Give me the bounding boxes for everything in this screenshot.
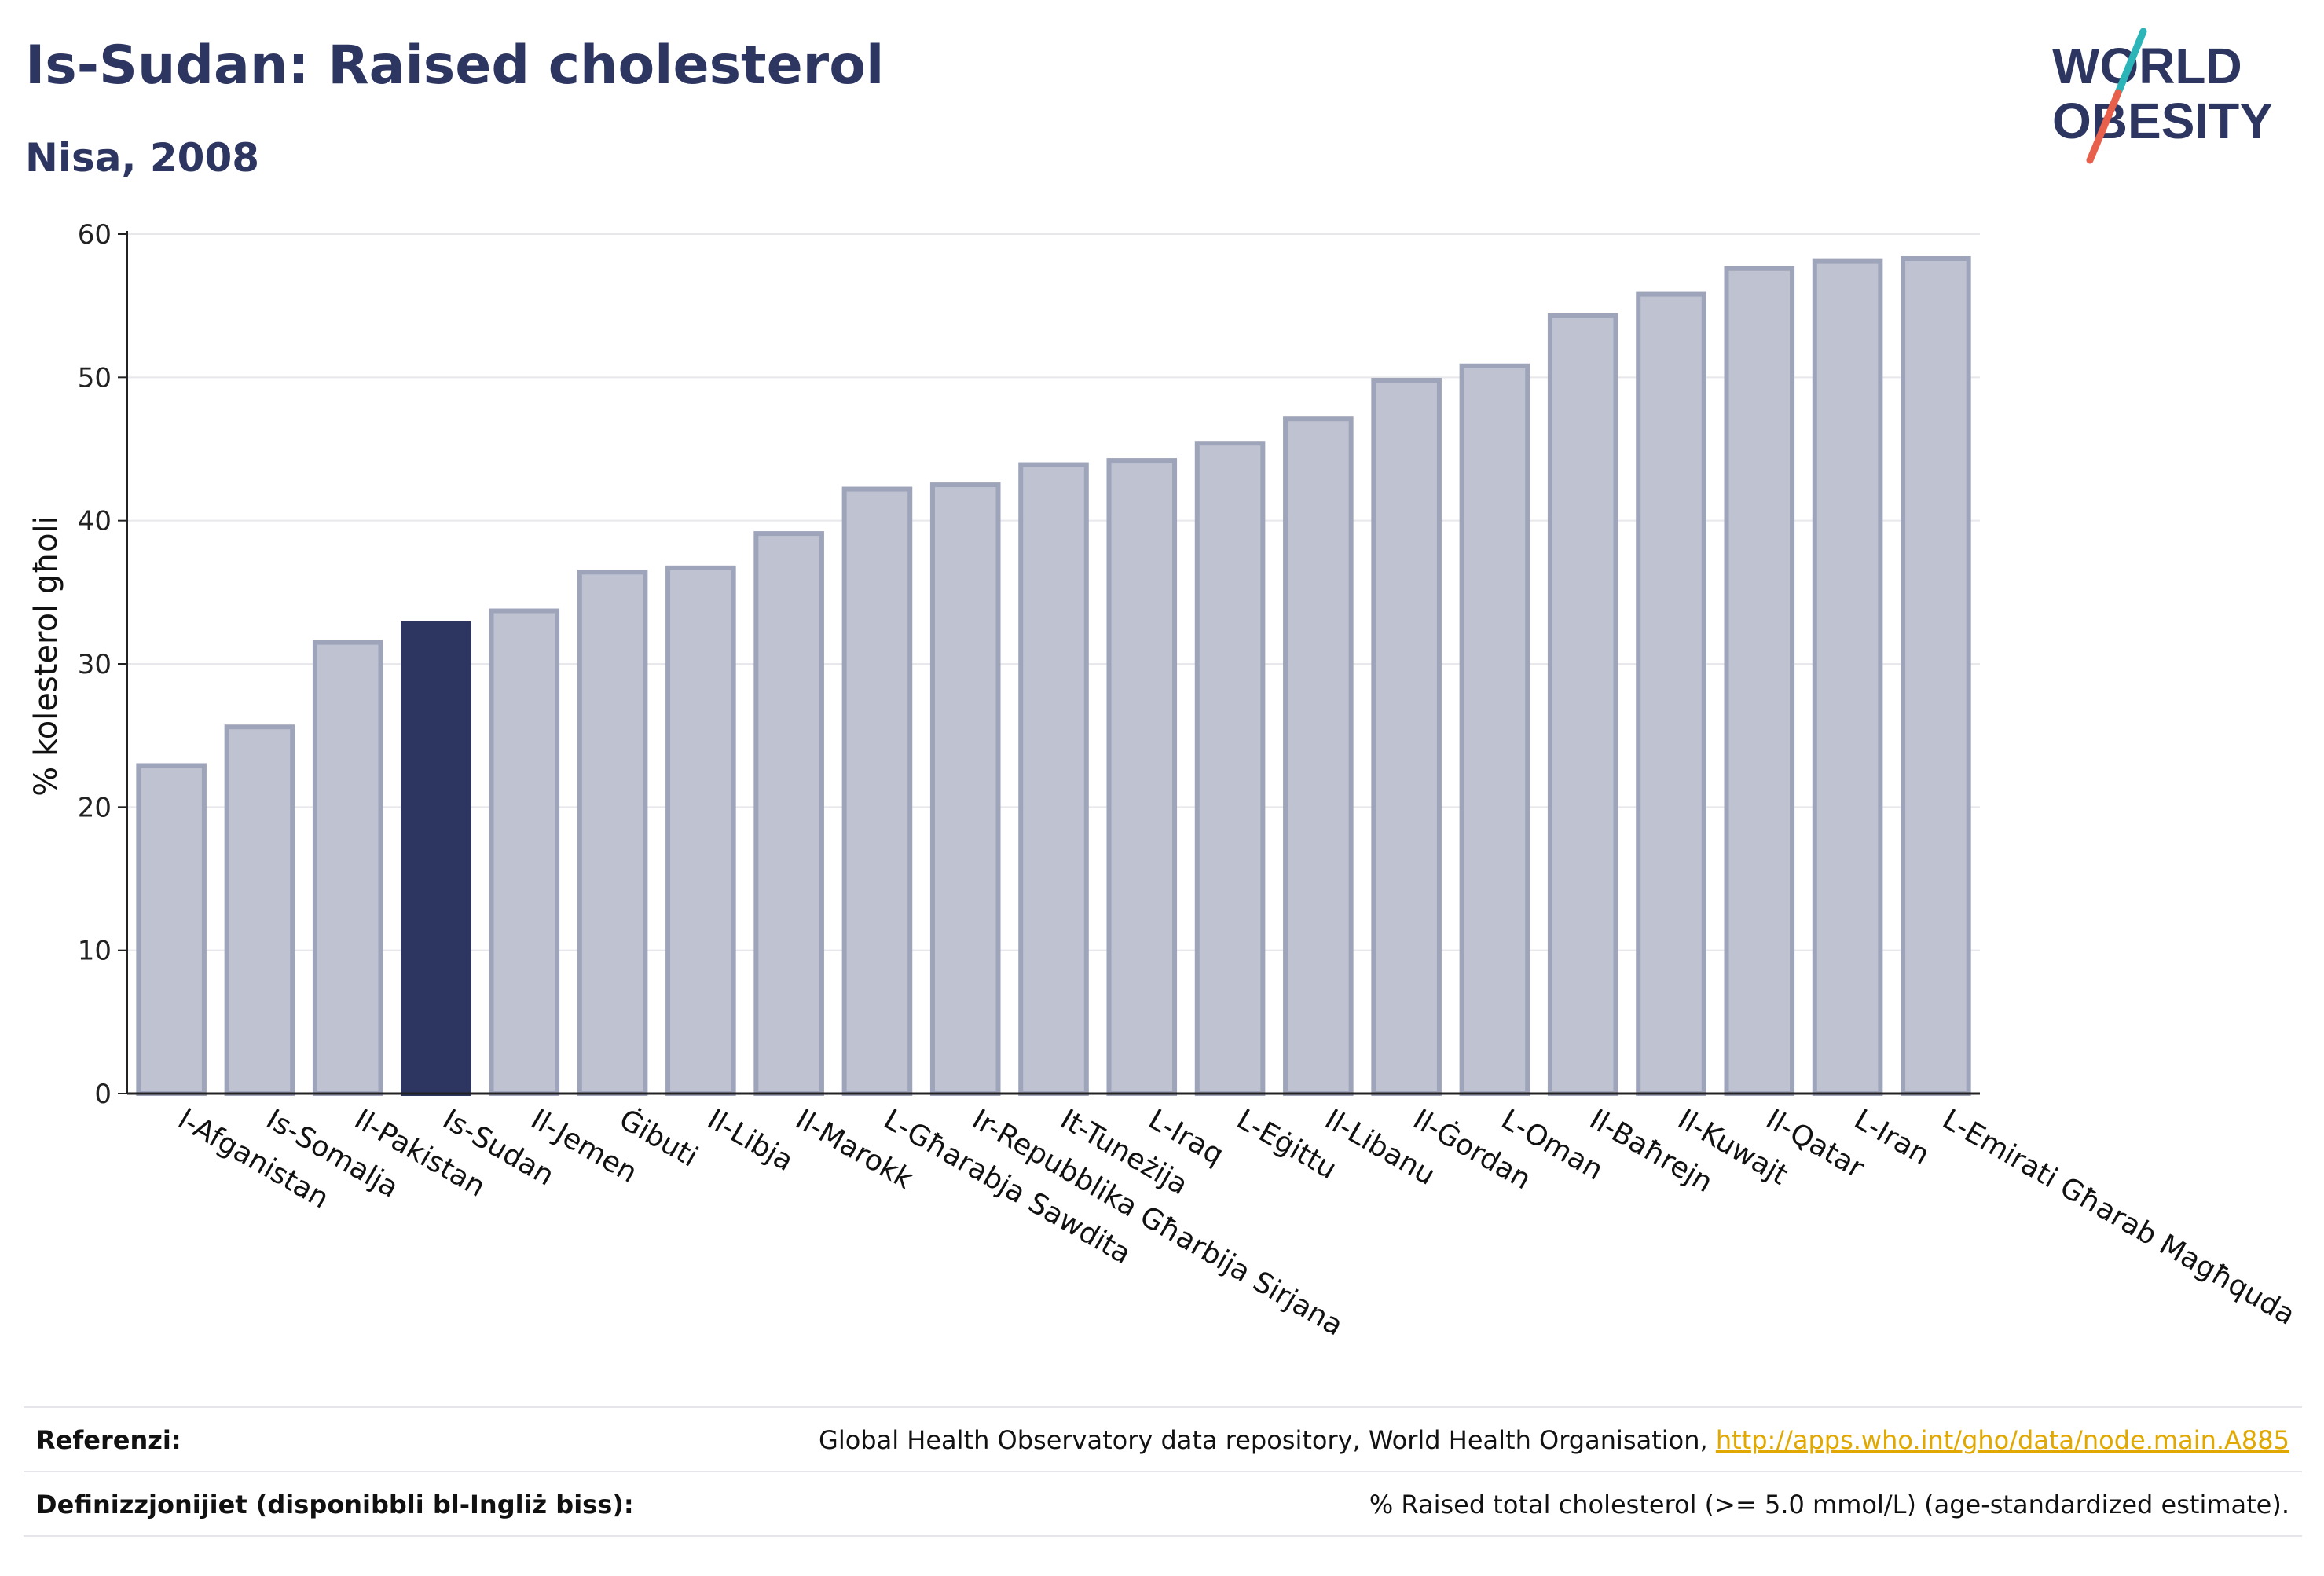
- x-tick-label: L-Eġittu: [1231, 1103, 1342, 1186]
- definitions-row: Definizzjonijiet (disponibbli bl-Ingliż …: [24, 1471, 2302, 1535]
- world-obesity-logo: WORLD OBESITY: [2052, 28, 2273, 164]
- y-tick-label: 50: [78, 362, 112, 394]
- references-link[interactable]: http://apps.who.int/gho/data/node.main.A…: [1715, 1425, 2289, 1455]
- bar: [577, 570, 648, 1096]
- references-text: Global Health Observatory data repositor…: [819, 1425, 1708, 1455]
- bar: [1018, 462, 1089, 1096]
- footer: Referenzi: Global Health Observatory dat…: [24, 1406, 2302, 1540]
- bar: [841, 486, 913, 1096]
- bars-layer: [136, 255, 1971, 1097]
- bar: [1547, 313, 1618, 1096]
- x-tick-label: Il-Libja: [702, 1103, 798, 1178]
- bar: [753, 531, 824, 1096]
- bar: [1194, 441, 1266, 1096]
- y-axis-label: % kolesterol għoli: [28, 515, 64, 797]
- chart-title: Is-Sudan: Raised cholesterol: [25, 35, 885, 97]
- bar: [136, 763, 207, 1096]
- bar-chart: 0102030405060l-AfganistanIs-SomaljaIl-Pa…: [28, 219, 2300, 1343]
- logo-line1: WORLD: [2052, 38, 2242, 94]
- references-value: Global Health Observatory data repositor…: [819, 1425, 2289, 1455]
- y-tick-label: 30: [78, 649, 112, 680]
- logo-slash-bottom: [2086, 89, 2122, 164]
- definitions-label: Definizzjonijiet (disponibbli bl-Ingliż …: [36, 1490, 634, 1519]
- bar: [1283, 416, 1354, 1096]
- bar: [929, 482, 1001, 1096]
- y-tick-label: 0: [94, 1079, 112, 1110]
- x-tick-label: L-Emirati Għarab Magħquda: [1937, 1103, 2300, 1332]
- y-tick-label: 20: [78, 792, 112, 823]
- chart-subtitle: Nisa, 2008: [25, 135, 260, 181]
- bar: [665, 565, 736, 1096]
- logo-slash-top: [2114, 28, 2147, 97]
- bar: [1901, 255, 1971, 1096]
- bar-highlighted: [401, 621, 471, 1096]
- y-tick-label: 10: [78, 936, 112, 967]
- bar: [1724, 266, 1795, 1096]
- bar: [1812, 258, 1883, 1097]
- references-label: Referenzi:: [36, 1425, 181, 1455]
- references-row: Referenzi: Global Health Observatory dat…: [24, 1406, 2302, 1471]
- bar: [1371, 377, 1442, 1097]
- bar: [1106, 458, 1178, 1096]
- y-tick-label: 60: [78, 219, 112, 251]
- y-tick-label: 40: [78, 506, 112, 537]
- bar: [224, 724, 295, 1097]
- bar: [1636, 291, 1706, 1096]
- footer-divider: [24, 1535, 2302, 1537]
- bar: [312, 640, 383, 1096]
- definitions-text: % Raised total cholesterol (>= 5.0 mmol/…: [1369, 1490, 2289, 1519]
- logo-line2: OBESITY: [2052, 93, 2273, 149]
- bar: [1459, 363, 1530, 1097]
- bar: [489, 608, 560, 1096]
